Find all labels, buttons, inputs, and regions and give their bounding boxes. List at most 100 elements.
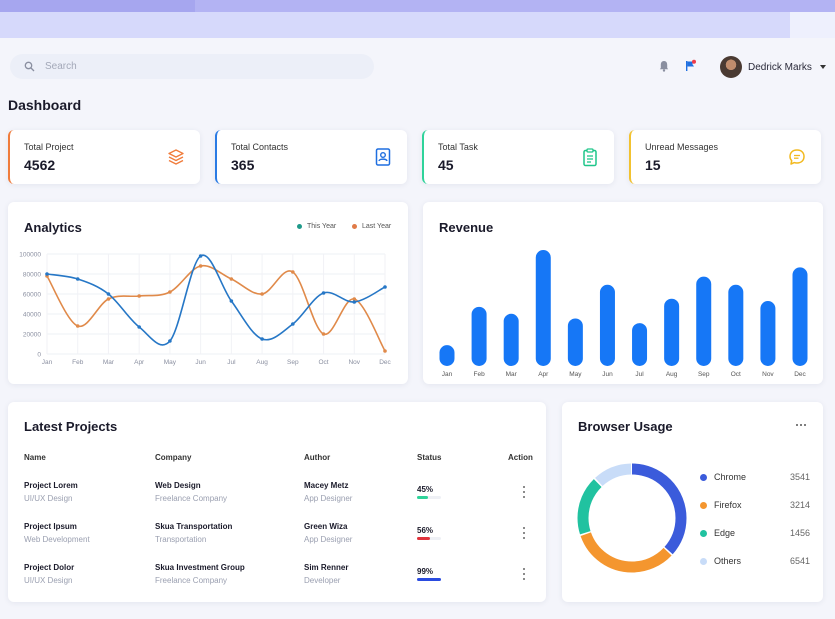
company-name: Skua Investment Group (155, 563, 245, 572)
y-tick-label: 20000 (23, 332, 41, 339)
browser-label: Firefox (714, 500, 742, 510)
revenue-bar (792, 267, 808, 366)
revenue-panel (423, 202, 823, 384)
y-tick-label: 60000 (23, 292, 41, 299)
x-tick-label: Aug (666, 371, 678, 378)
x-tick-label: May (164, 359, 177, 366)
browser-usage-panel (562, 402, 823, 602)
browser-value: 3541 (789, 472, 810, 482)
avatar[interactable] (720, 56, 742, 78)
more-options-icon[interactable] (796, 424, 806, 426)
stat-label: Unread Messages (645, 142, 719, 152)
data-point-this-year (106, 292, 111, 296)
row-actions-button[interactable] (520, 486, 528, 498)
column-header-action[interactable]: Action (508, 453, 533, 462)
row-actions-button[interactable] (520, 527, 528, 539)
y-tick-label: 0 (37, 352, 41, 359)
data-point-this-year (45, 272, 49, 276)
data-point-last-year (321, 332, 326, 336)
legend-last-year[interactable]: Last Year (352, 223, 391, 230)
data-point-this-year (383, 285, 387, 289)
user-name[interactable]: Dedrick Marks (748, 61, 812, 73)
bell-icon[interactable] (657, 59, 671, 73)
status-percent: 45% (417, 485, 434, 494)
search-bar[interactable] (10, 54, 374, 79)
chevron-down-icon[interactable] (819, 65, 826, 69)
x-tick-label: Dec (379, 359, 391, 366)
x-tick-label: Nov (348, 359, 360, 366)
browser-usage-donut (577, 463, 687, 573)
column-header-company[interactable]: Company (155, 453, 192, 462)
project-name[interactable]: Project Lorem (24, 481, 78, 490)
latest-projects-panel (8, 402, 546, 602)
status-percent: 56% (417, 526, 434, 535)
data-point-last-year (352, 297, 357, 301)
browser-value: 3214 (789, 500, 810, 510)
data-point-last-year (291, 270, 295, 274)
search-input[interactable] (45, 61, 345, 72)
revenue-bar (632, 323, 648, 366)
revenue-bar (696, 276, 712, 366)
data-point-last-year (75, 324, 80, 328)
stat-card-total-contacts[interactable]: Total Contacts 365 (215, 130, 407, 184)
author-role: App Designer (304, 494, 353, 503)
browser-value: 1456 (789, 528, 810, 538)
column-header-author[interactable]: Author (304, 453, 331, 462)
series-line-last-year (46, 264, 386, 352)
data-point-last-year (229, 277, 234, 281)
series-line-this-year (46, 254, 386, 346)
browser-row-others: Others 6541 (700, 556, 810, 566)
stat-value: 4562 (24, 157, 56, 173)
data-point-last-year (106, 297, 111, 301)
browser-row-chrome: Chrome 3541 (700, 472, 810, 482)
donut-slice-edge (577, 463, 687, 573)
revenue-bar (664, 298, 680, 366)
browser-usage-title: Browser Usage (578, 419, 673, 434)
x-tick-label: Aug (256, 359, 268, 366)
layers-icon (168, 149, 184, 165)
data-point-last-year (383, 349, 387, 353)
x-tick-label: Jan (42, 359, 53, 366)
legend-label: This Year (307, 223, 337, 230)
browser-row-firefox: Firefox 3214 (700, 500, 810, 510)
project-category: Web Development (24, 535, 90, 544)
project-category: UI/UX Design (24, 494, 73, 503)
stat-label: Total Contacts (231, 142, 289, 152)
page-title: Dashboard (8, 97, 82, 113)
author-name: Macey Metz (304, 481, 349, 490)
author-name: Green Wiza (304, 522, 348, 531)
project-name[interactable]: Project Dolor (24, 563, 75, 572)
x-tick-label: Mar (506, 371, 518, 378)
stat-card-total-task[interactable]: Total Task 45 (422, 130, 614, 184)
legend-dot (700, 529, 707, 537)
clipboard-icon (583, 148, 597, 167)
x-tick-label: Jul (227, 359, 236, 366)
revenue-bar (728, 284, 744, 366)
latest-projects-title: Latest Projects (24, 419, 118, 434)
legend-this-year[interactable]: This Year (297, 223, 336, 230)
company-type: Transportation (155, 535, 207, 544)
project-name[interactable]: Project Ipsum (24, 522, 77, 531)
stat-card-unread-messages[interactable]: Unread Messages 15 (629, 130, 821, 184)
status-percent: 99% (417, 567, 434, 576)
flag-icon[interactable] (683, 59, 697, 73)
x-tick-label: May (569, 371, 582, 378)
revenue-bar (503, 313, 519, 366)
data-point-this-year (137, 325, 141, 329)
x-tick-label: Dec (794, 371, 806, 378)
row-actions-button[interactable] (520, 568, 528, 580)
status-progress-bar (417, 578, 441, 581)
x-tick-label: Nov (762, 371, 774, 378)
y-tick-label: 80000 (23, 272, 41, 279)
search-icon (24, 61, 35, 72)
data-point-last-year (260, 292, 264, 296)
stat-card-total-project[interactable]: Total Project 4562 (8, 130, 200, 184)
column-header-name[interactable]: Name (24, 453, 46, 462)
revenue-title: Revenue (439, 220, 494, 235)
column-header-status[interactable]: Status (417, 453, 442, 462)
data-point-this-year (229, 299, 234, 303)
x-tick-label: Feb (72, 359, 84, 366)
progress-fill (417, 496, 428, 499)
user-menu[interactable]: Dedrick Marks (720, 56, 826, 78)
data-point-last-year (168, 290, 172, 294)
